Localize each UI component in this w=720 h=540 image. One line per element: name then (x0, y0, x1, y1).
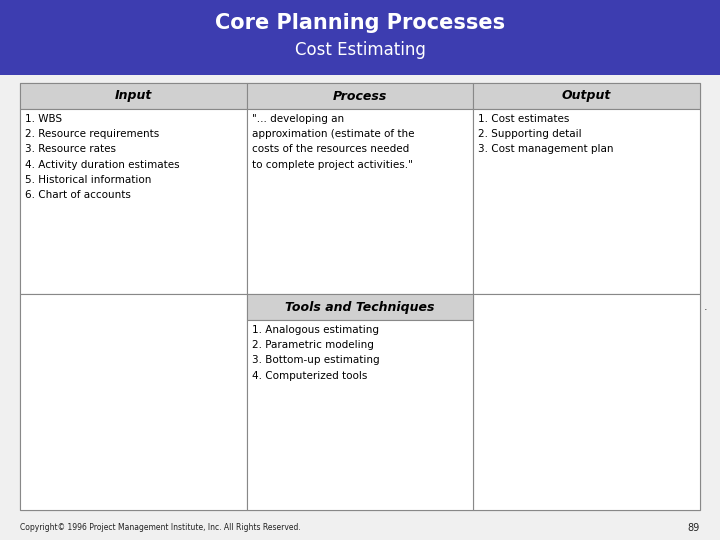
Bar (20, 294, 247, 510)
Text: Core Planning Processes: Core Planning Processes (215, 13, 505, 33)
Text: Tools and Techniques: Tools and Techniques (285, 300, 435, 314)
Text: 89: 89 (688, 523, 700, 533)
Bar (247, 320, 473, 510)
Bar (473, 109, 700, 294)
Bar (473, 294, 700, 510)
Bar (0, 0, 720, 75)
Text: Output: Output (562, 90, 611, 103)
Text: Cost Estimating: Cost Estimating (294, 41, 426, 59)
Bar (473, 83, 700, 109)
Bar (247, 294, 473, 320)
Text: 1. Analogous estimating
2. Parametric modeling
3. Bottom-up estimating
4. Comput: 1. Analogous estimating 2. Parametric mo… (252, 325, 379, 381)
Text: Copyright© 1996 Project Management Institute, Inc. All Rights Reserved.: Copyright© 1996 Project Management Insti… (20, 523, 301, 532)
Bar (20, 83, 247, 109)
Text: "... developing an
approximation (estimate of the
costs of the resources needed
: "... developing an approximation (estima… (252, 114, 414, 170)
Bar (20, 83, 700, 510)
Text: .: . (704, 302, 708, 312)
Text: Input: Input (114, 90, 152, 103)
Bar (247, 83, 473, 109)
Text: 1. Cost estimates
2. Supporting detail
3. Cost management plan: 1. Cost estimates 2. Supporting detail 3… (478, 114, 614, 154)
Text: Process: Process (333, 90, 387, 103)
Bar (247, 109, 473, 294)
Bar (20, 109, 247, 294)
Text: 1. WBS
2. Resource requirements
3. Resource rates
4. Activity duration estimates: 1. WBS 2. Resource requirements 3. Resou… (25, 114, 179, 200)
